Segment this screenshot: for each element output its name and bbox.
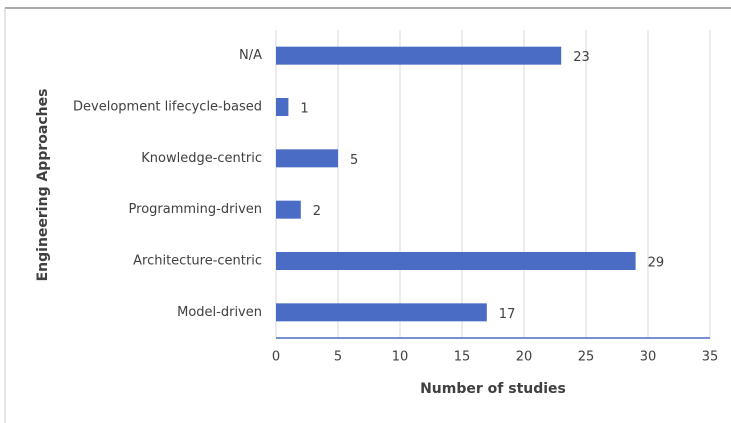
x-tick-label: 15 <box>454 350 471 365</box>
bar <box>276 149 338 168</box>
y-tick-label: Model-driven <box>177 305 262 320</box>
y-tick-label: Development lifecycle-based <box>73 100 262 115</box>
data-label: 1 <box>300 102 308 117</box>
data-label: 29 <box>648 256 665 271</box>
data-label: 23 <box>573 50 590 65</box>
y-tick-label: N/A <box>239 48 262 63</box>
y-tick-label: Programming-driven <box>129 202 262 217</box>
x-axis-title: Number of studies <box>420 381 566 397</box>
x-tick-label: 30 <box>640 350 657 365</box>
data-label: 5 <box>350 153 358 168</box>
bar <box>276 200 301 219</box>
x-tick-label: 0 <box>272 350 280 365</box>
data-label: 17 <box>499 307 516 322</box>
x-tick-label: 25 <box>578 350 595 365</box>
bar <box>276 252 636 270</box>
y-tick-label: Architecture-centric <box>133 254 262 269</box>
data-label: 2 <box>313 204 321 219</box>
x-tick-label: 5 <box>334 350 342 365</box>
x-tick-label: 20 <box>516 350 533 365</box>
bar <box>276 46 562 65</box>
bar <box>276 98 289 116</box>
y-axis-title: Engineering Approaches <box>35 89 51 282</box>
bar <box>276 303 487 322</box>
x-tick-label: 35 <box>702 350 719 365</box>
x-tick-label: 10 <box>392 350 409 365</box>
y-tick-label: Knowledge-centric <box>141 151 262 166</box>
